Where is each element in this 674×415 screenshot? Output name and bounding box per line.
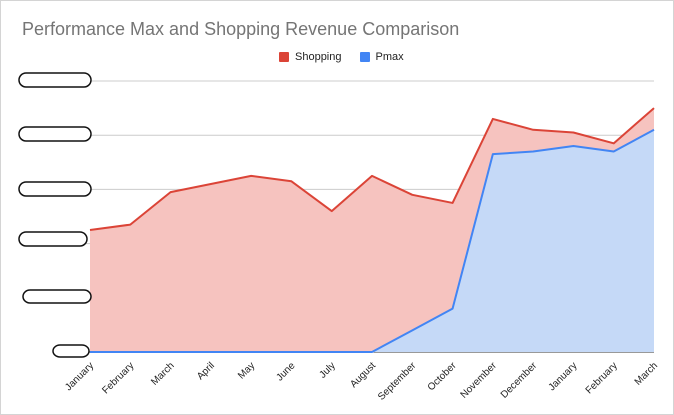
area-pmax [90,129,654,352]
x-axis-labels: January February March April May June July Augu… [63,360,660,403]
legend-label-pmax: Pmax [375,51,404,63]
x-tick-label: March [633,360,660,387]
legend-item-pmax[interactable]: Pmax [359,51,404,63]
y-tick-redaction-2 [18,181,92,197]
x-tick-label: September [376,360,419,403]
legend-swatch-shopping [279,52,289,62]
x-tick-label: January [63,360,96,393]
legend: Shopping Pmax [279,51,422,63]
x-tick-label: November [459,360,500,401]
area-layer [90,108,654,352]
y-axis-redactions [18,72,92,358]
x-tick-label: April [195,360,217,382]
x-tick-label: January [547,360,580,393]
x-tick-label: December [499,360,540,401]
x-tick-label: August [348,360,378,390]
legend-label-shopping: Shopping [295,51,342,63]
x-tick-label: May [236,360,257,381]
chart-title: Performance Max and Shopping Revenue Com… [22,19,460,39]
y-tick-redaction-3 [18,231,88,247]
y-tick-redaction-1 [18,126,92,142]
line-layer [89,107,655,353]
x-tick-label: June [274,360,297,383]
y-tick-redaction-5 [52,344,90,358]
x-tick-label: February [584,360,620,396]
y-tick-redaction-4 [22,289,92,304]
x-tick-label: March [149,360,176,387]
x-tick-label: July [317,360,337,380]
legend-item-shopping[interactable]: Shopping [279,51,342,63]
x-tick-label: February [100,360,136,396]
y-tick-redaction-0 [18,72,92,88]
x-tick-label: October [426,360,459,393]
legend-swatch-pmax [359,52,370,62]
